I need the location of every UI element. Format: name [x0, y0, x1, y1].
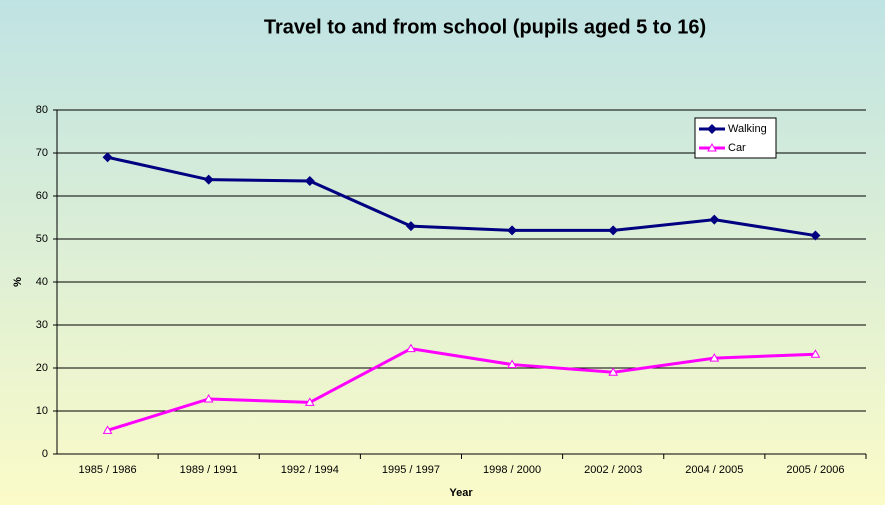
marker — [405, 221, 416, 232]
y-tick-label: 50 — [36, 233, 48, 245]
x-tick-label: 2005 / 2006 — [786, 464, 844, 476]
x-tick-label: 1998 / 2000 — [483, 464, 541, 476]
y-axis-title: % — [12, 277, 24, 287]
marker — [709, 214, 720, 225]
marker — [203, 393, 214, 403]
marker — [608, 367, 619, 376]
legend-label: Car — [728, 142, 746, 154]
x-tick-label: 2004 / 2005 — [685, 464, 743, 476]
line — [107, 347, 816, 432]
chart-title: Travel to and from school (pupils aged 5… — [264, 16, 706, 38]
x-tick-label: 1989 / 1991 — [180, 464, 238, 476]
marker — [507, 359, 517, 369]
y-tick-label: 40 — [36, 276, 48, 288]
line — [107, 155, 816, 238]
y-tick-label: 0 — [42, 448, 48, 460]
marker — [707, 142, 717, 152]
x-tick-label: 1992 / 1994 — [281, 464, 339, 476]
y-tick-label: 80 — [36, 104, 48, 116]
x-axis-title: Year — [449, 487, 473, 499]
marker — [102, 425, 113, 434]
y-tick-label: 10 — [36, 405, 48, 417]
y-tick-label: 70 — [36, 147, 48, 159]
marker — [102, 152, 113, 163]
marker — [507, 225, 518, 236]
x-tick-label: 1985 / 1986 — [79, 464, 137, 476]
legend-label: Walking — [728, 123, 767, 135]
x-tick-label: 1995 / 1997 — [382, 464, 440, 476]
marker — [608, 225, 619, 236]
y-tick-label: 20 — [36, 362, 48, 374]
marker — [304, 397, 315, 406]
marker — [203, 174, 214, 185]
marker — [406, 343, 416, 353]
marker — [707, 124, 717, 134]
x-tick-label: 2002 / 2003 — [584, 464, 642, 476]
marker — [810, 349, 821, 358]
marker — [709, 353, 720, 362]
marker — [810, 230, 821, 241]
marker — [304, 175, 315, 186]
y-tick-label: 30 — [36, 319, 48, 331]
y-tick-label: 60 — [36, 190, 48, 202]
